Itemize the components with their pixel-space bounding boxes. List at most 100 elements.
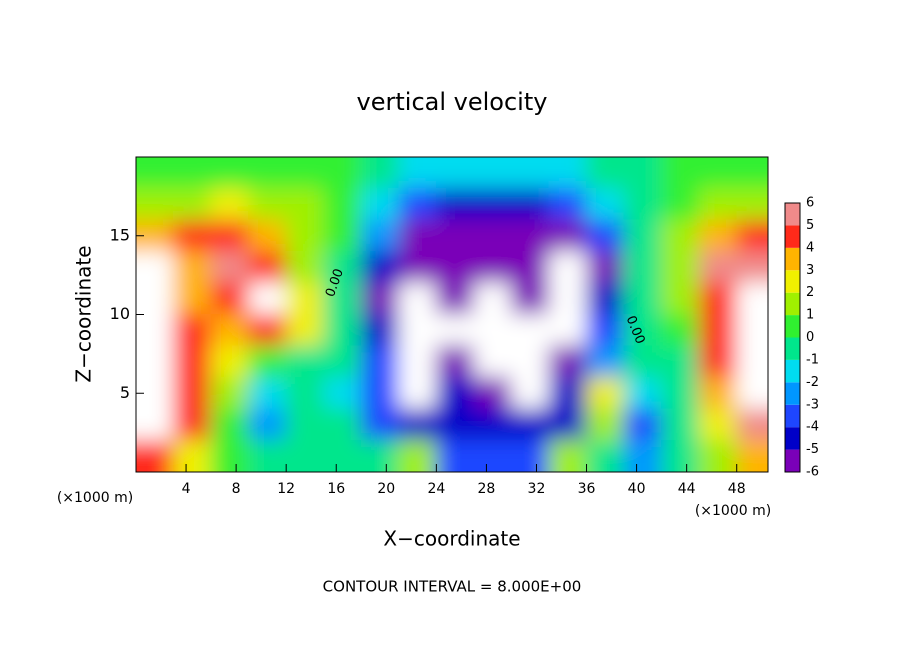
cell xyxy=(323,377,362,410)
cell xyxy=(248,408,287,441)
cell xyxy=(473,251,512,284)
cell xyxy=(510,188,550,221)
cell xyxy=(698,440,738,472)
cell xyxy=(473,440,512,472)
cell xyxy=(586,377,625,410)
cell xyxy=(586,440,625,472)
colorbar-label: -6 xyxy=(806,465,819,480)
cell xyxy=(698,157,738,189)
colorbar-label: 5 xyxy=(806,218,814,233)
cell xyxy=(360,440,400,472)
colorbar-band xyxy=(785,292,800,316)
cell xyxy=(623,408,663,441)
cell xyxy=(323,188,362,221)
x-axis-label: X−coordinate xyxy=(383,527,520,551)
cell xyxy=(285,282,325,315)
cell xyxy=(623,157,663,189)
cell xyxy=(473,157,512,189)
cell xyxy=(285,157,325,189)
cell xyxy=(698,219,738,252)
colorbar-label: -5 xyxy=(806,442,819,457)
cell xyxy=(136,188,175,221)
colorbar-band xyxy=(785,337,800,360)
cell xyxy=(736,345,768,378)
colorbar-label: 3 xyxy=(806,263,814,278)
cell xyxy=(548,188,588,221)
cell xyxy=(360,345,400,378)
cell xyxy=(586,314,625,347)
cell xyxy=(473,345,512,378)
colorbar-band xyxy=(785,247,800,271)
cell xyxy=(548,251,588,284)
cell xyxy=(586,345,625,378)
cell xyxy=(173,345,212,378)
colorbar-frame xyxy=(784,202,801,473)
x-tick-label: 40 xyxy=(628,481,646,497)
cell xyxy=(136,345,175,378)
cell xyxy=(285,377,325,410)
cell xyxy=(210,188,250,221)
cell xyxy=(173,314,212,347)
colorbar-band xyxy=(785,203,800,226)
cell xyxy=(210,157,250,189)
cell xyxy=(623,377,663,410)
cell xyxy=(398,377,437,410)
cell xyxy=(548,314,588,347)
cell xyxy=(435,408,475,441)
colorbar-band xyxy=(785,404,800,428)
cell xyxy=(248,219,287,252)
colorbar-label: -4 xyxy=(806,420,819,435)
cell xyxy=(136,282,175,315)
cell xyxy=(136,314,175,347)
cell xyxy=(435,282,475,315)
field xyxy=(136,157,768,472)
cell xyxy=(398,345,437,378)
cell xyxy=(661,188,700,221)
cell xyxy=(510,377,550,410)
cell xyxy=(736,377,768,410)
cell xyxy=(248,188,287,221)
cell xyxy=(360,219,400,252)
cell xyxy=(736,440,768,472)
cell xyxy=(586,408,625,441)
cell xyxy=(210,251,250,284)
cell xyxy=(548,345,588,378)
cell xyxy=(548,282,588,315)
cell xyxy=(661,251,700,284)
cell xyxy=(736,157,768,189)
x-tick-label: 48 xyxy=(728,481,746,497)
cell xyxy=(623,345,663,378)
cell xyxy=(736,314,768,347)
cell xyxy=(510,345,550,378)
colorbar-band xyxy=(785,225,800,248)
cell xyxy=(248,314,287,347)
y-tick-label: 10 xyxy=(110,304,130,323)
cell xyxy=(398,219,437,252)
cell xyxy=(473,377,512,410)
cell xyxy=(360,282,400,315)
y-axis-label: Z−coordinate xyxy=(72,245,96,382)
cell xyxy=(435,440,475,472)
cell xyxy=(586,157,625,189)
cell xyxy=(435,251,475,284)
cell xyxy=(548,219,588,252)
cell xyxy=(248,282,287,315)
footer: CONTOUR INTERVAL = 8.000E+00 xyxy=(323,578,582,596)
cell xyxy=(323,157,362,189)
cell xyxy=(360,251,400,284)
cell xyxy=(698,282,738,315)
chart-title: vertical velocity xyxy=(357,88,548,116)
cell xyxy=(285,251,325,284)
cell xyxy=(661,440,700,472)
cell xyxy=(510,408,550,441)
cell xyxy=(398,440,437,472)
x-tick-label: 44 xyxy=(678,481,696,497)
x-tick-label: 4 xyxy=(182,481,191,497)
cell xyxy=(435,219,475,252)
cell xyxy=(736,219,768,252)
cell xyxy=(661,377,700,410)
colorbar-band xyxy=(785,359,800,383)
cell xyxy=(435,377,475,410)
cell xyxy=(736,282,768,315)
